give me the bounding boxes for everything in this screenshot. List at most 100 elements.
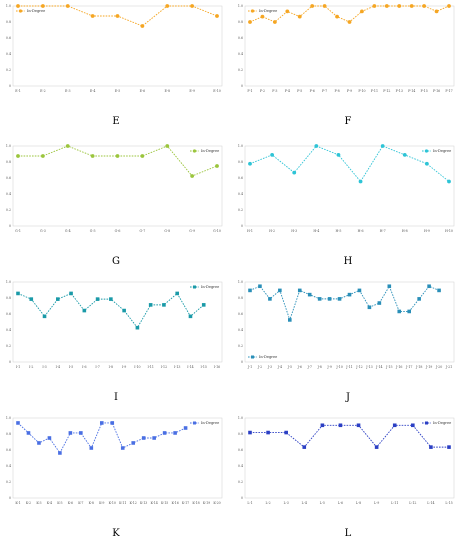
x-tick-label: K-19 (203, 501, 210, 505)
data-point (248, 288, 252, 293)
x-tick-label: F-17 (445, 89, 452, 93)
plot-frame (244, 145, 455, 227)
x-tick-label: F-4 (285, 89, 290, 93)
x-tick-label: K-7 (78, 501, 83, 505)
data-point (58, 451, 62, 455)
x-tick-label: H-7 (380, 229, 386, 233)
series-line (249, 145, 450, 183)
data-point (292, 170, 297, 175)
x-tick-label: H-5 (335, 229, 341, 233)
x-tick-label: K-5 (57, 501, 62, 505)
x-tick-label: K-12 (130, 501, 137, 505)
data-point (297, 14, 302, 19)
data-point (140, 24, 145, 28)
data-point (152, 436, 156, 440)
x-tick-label: K-4 (47, 501, 52, 505)
x-tick-label: L-14 (427, 501, 434, 505)
x-tick-label: G-1 (15, 229, 21, 233)
data-point (248, 161, 252, 166)
series-line (18, 145, 218, 177)
panel-label: G (112, 256, 120, 267)
legend-label: In-Degree (259, 9, 277, 13)
y-tick-label: 0.6 (6, 176, 11, 180)
x-tick-label: I-11 (147, 365, 153, 369)
x-tick-label: I-3 (42, 365, 46, 369)
x-tick-label: J-2 (257, 365, 262, 369)
chart-panel-f: 0 0.2 0.4 0.6 0.8 1.0 F-1 F-2 F-3 F-4 F-5 F-6 F-7 F-8… (238, 4, 455, 127)
x-tick-label: H-6 (358, 229, 364, 233)
data-point (40, 4, 45, 8)
y-tick-label: 0 (241, 224, 243, 228)
data-point (447, 445, 451, 449)
legend-marker (425, 421, 428, 425)
data-point (424, 161, 429, 166)
legend-marker (251, 355, 254, 359)
y-tick-label: 0 (241, 360, 243, 364)
x-tick-label: G-8 (164, 229, 170, 233)
data-point (248, 20, 252, 24)
x-tick-label: J-8 (316, 365, 321, 369)
data-point (90, 154, 95, 158)
y-tick-label: 0.6 (238, 176, 243, 180)
plot-frame (12, 281, 223, 363)
x-tick-label: J-5 (287, 365, 292, 369)
chart-panel-l: 0 0.2 0.4 0.6 0.8 1.0 L-1 L-2 L-3 L-4 L-5 L-6 L-8 L-9… (238, 416, 455, 539)
x-tick-label: J-19 (425, 365, 432, 369)
x-tick-label: J-1 (247, 365, 252, 369)
x-tick-label: L-6 (338, 501, 343, 505)
x-tick-label: K-18 (192, 501, 199, 505)
x-tick-label: F-2 (260, 89, 265, 93)
data-point (165, 144, 170, 148)
x-tick-label: I-7 (95, 365, 99, 369)
y-tick-label: 0.2 (6, 208, 11, 212)
data-point (16, 4, 20, 8)
data-point (165, 4, 170, 8)
chart-panel-g: 0 0.2 0.4 0.6 0.8 1.0 G-1 G-3 G-4 G-5 G-6 G-7 G-8 G-9… (6, 144, 223, 267)
data-point (99, 421, 104, 425)
x-tick-label: F-11 (371, 89, 378, 93)
x-tick-label: F-5 (297, 89, 302, 93)
legend-label: In-Degree (433, 149, 451, 153)
panel-label: J (345, 392, 350, 403)
x-tick-label: G-9 (189, 229, 195, 233)
data-point (29, 297, 34, 301)
y-tick-label: 0.6 (6, 312, 11, 316)
data-point (367, 305, 372, 310)
data-point (411, 423, 415, 428)
panel-label: E (112, 116, 119, 127)
legend-marker (193, 285, 196, 289)
x-tick-label: G-4 (65, 229, 71, 233)
y-tick-label: 1.0 (6, 144, 11, 148)
y-tick-label: 0.4 (6, 192, 11, 196)
x-tick-label: I-12 (161, 365, 167, 369)
x-tick-label: J-12 (355, 365, 362, 369)
x-tick-label: L-8 (356, 501, 361, 505)
x-tick-label: L-15 (445, 501, 452, 505)
legend-label: In-Degree (27, 9, 45, 13)
x-tick-label: G-3 (40, 229, 46, 233)
x-tick-label: I-4 (56, 365, 60, 369)
data-point (372, 4, 377, 8)
data-point (65, 144, 70, 148)
x-tick-label: L-12 (409, 501, 416, 505)
x-tick-label: I-2 (29, 365, 33, 369)
x-tick-label: K-2 (26, 501, 31, 505)
x-tick-label: E-9 (189, 89, 195, 93)
y-tick-label: 0 (9, 224, 11, 228)
y-tick-label: 1.0 (6, 280, 11, 284)
y-tick-label: 0.4 (6, 52, 11, 56)
data-point (392, 423, 397, 428)
data-point (56, 297, 60, 301)
legend: In-Degree (190, 285, 219, 289)
y-tick-label: 0 (9, 496, 11, 500)
x-tick-label: L-2 (265, 501, 270, 505)
y-tick-label: 0.4 (6, 328, 11, 332)
data-point (201, 303, 206, 307)
x-tick-label: H-1 (247, 229, 253, 233)
x-tick-label: K-11 (119, 501, 126, 505)
legend: In-Degree (248, 9, 277, 13)
data-point (327, 297, 332, 301)
y-tick-label: 1.0 (6, 4, 11, 8)
data-point (40, 154, 45, 158)
